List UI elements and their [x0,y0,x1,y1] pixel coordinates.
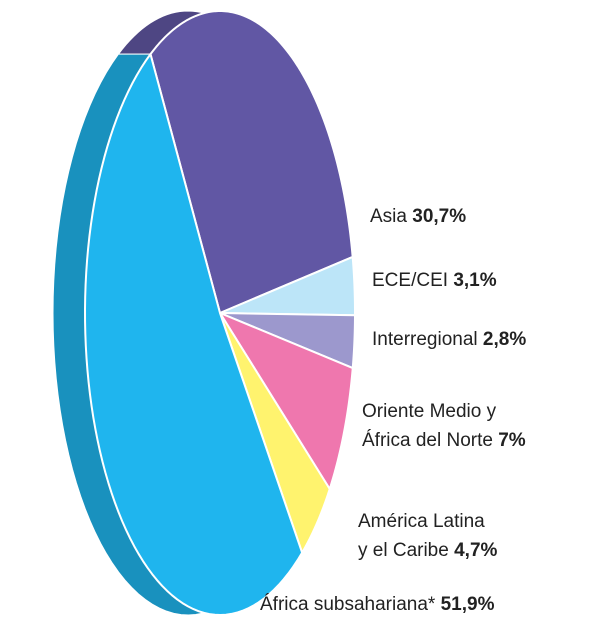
slice-name: Oriente Medio y África del Norte [362,401,497,451]
pie-slice [149,10,354,314]
slice-value: 3,1% [453,270,497,291]
slice-name: Interregional [372,329,478,350]
slice-label: Interregional 2,8% [372,325,526,354]
slice-value: 4,7% [454,540,498,561]
slice-value: 7% [498,430,526,451]
pie-slice [219,255,356,317]
slice-label: América Latina y el Caribe 4,7% [358,507,497,565]
slice-label: Asia 30,7% [370,202,466,231]
slice-label: ECE/CEI 3,1% [372,266,497,295]
slice-name: Asia [370,206,407,227]
slice-value: 30,7% [412,206,467,227]
slice-value: 51,9% [440,594,495,615]
slice-value: 2,8% [482,329,527,350]
pie-slice [219,312,354,491]
slice-name: ECE/CEI [372,270,449,291]
slice-label: África subsahariana* 51,9% [260,590,494,619]
slice-label: Oriente Medio y África del Norte 7% [362,397,526,455]
slice-name: América Latina y el Caribe [358,511,485,561]
slice-name: África subsahariana* [260,594,436,615]
pie-slice [84,53,304,616]
pie-slice [219,312,331,554]
